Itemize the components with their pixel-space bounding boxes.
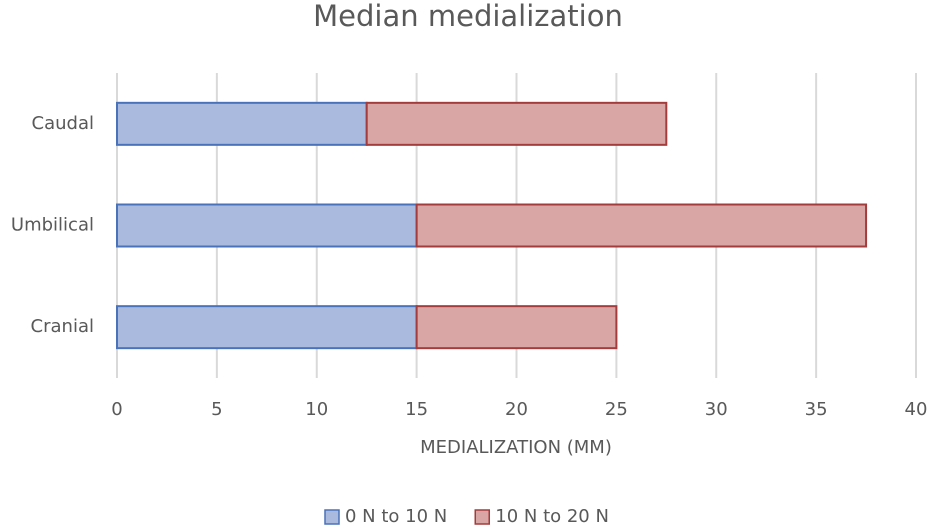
x-tick-label: 40: [905, 399, 928, 420]
x-tick-label: 20: [505, 399, 528, 420]
x-axis-title: MEDIALIZATION (MM): [420, 437, 612, 458]
y-tick-label: Umbilical: [11, 215, 94, 236]
x-tick-label: 15: [405, 399, 428, 420]
bar-segment: [116, 203, 418, 248]
chart-title: Median medialization: [313, 0, 623, 33]
bar-segment: [415, 203, 868, 248]
legend-swatch: [324, 509, 340, 525]
x-tick-label: 0: [111, 399, 122, 420]
x-tick-label: 10: [305, 399, 328, 420]
x-tick-label: 30: [705, 399, 728, 420]
y-tick-label: Caudal: [32, 113, 94, 134]
bar-segment: [415, 305, 618, 350]
bar-segment: [116, 101, 368, 146]
x-tick-label: 25: [605, 399, 628, 420]
legend-label: 10 N to 20 N: [495, 506, 609, 527]
x-tick-label: 35: [805, 399, 828, 420]
bar-segment: [116, 305, 418, 350]
y-tick-label: Cranial: [31, 316, 94, 337]
legend-label: 0 N to 10 N: [345, 506, 447, 527]
bar-segment: [365, 101, 668, 146]
x-tick-label: 5: [211, 399, 222, 420]
legend-swatch: [474, 509, 490, 525]
